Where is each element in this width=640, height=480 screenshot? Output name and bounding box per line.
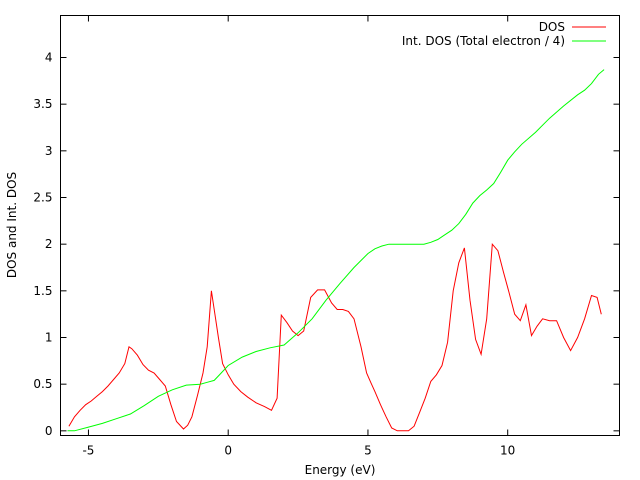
x-tick-label: 0 xyxy=(224,444,232,458)
legend-label-int-dos: Int. DOS (Total electron / 4) xyxy=(402,34,565,48)
y-tick-label: 4 xyxy=(45,51,53,65)
y-tick-label: 1.5 xyxy=(33,284,52,298)
y-tick-label: 1 xyxy=(45,331,53,345)
y-tick-label: 0.5 xyxy=(33,377,52,391)
x-tick-labels: -5 0 5 10 xyxy=(82,444,515,458)
series-line-dos xyxy=(68,242,602,432)
series-line-int-dos xyxy=(67,69,605,432)
y-tick-label: 2 xyxy=(45,237,53,251)
legend-label-dos: DOS xyxy=(539,20,565,34)
y-tick-label: 3.5 xyxy=(33,97,52,111)
axis-ticks xyxy=(60,15,620,436)
y-tick-label: 2.5 xyxy=(33,191,52,205)
plot-frame xyxy=(60,15,620,436)
series-lines xyxy=(67,69,605,432)
x-tick-label: 10 xyxy=(500,444,515,458)
y-tick-label: 0 xyxy=(45,424,53,438)
legend: DOS Int. DOS (Total electron / 4) xyxy=(402,20,606,48)
x-axis-title: Energy (eV) xyxy=(305,463,376,477)
x-tick-label: -5 xyxy=(82,444,94,458)
y-tick-labels: 0 0.5 1 1.5 2 2.5 3 3.5 4 xyxy=(33,51,52,438)
y-tick-label: 3 xyxy=(45,144,53,158)
y-axis-title: DOS and Int. DOS xyxy=(5,172,19,278)
x-tick-label: 5 xyxy=(364,444,372,458)
